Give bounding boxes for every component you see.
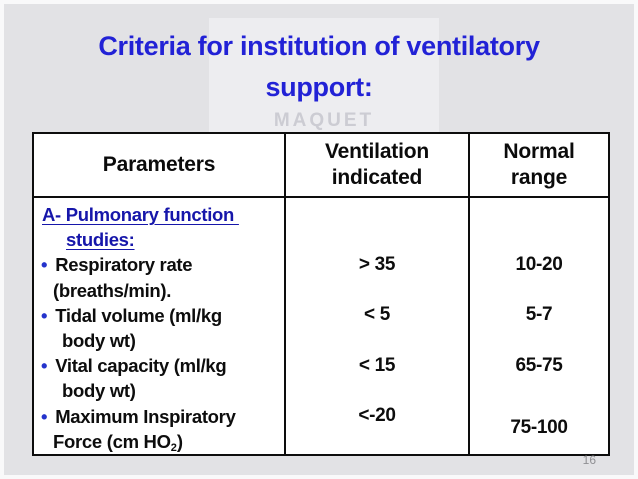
table-body-row: A- Pulmonary function studies: • Respirat… bbox=[34, 198, 608, 454]
bullet-icon: • bbox=[41, 405, 48, 427]
ventilation-value-tidal-volume: < 5 bbox=[363, 304, 391, 326]
param-vital-capacity-line2: body wt) bbox=[62, 380, 136, 402]
normal-range-respiratory-rate: 10-20 bbox=[515, 254, 563, 275]
criteria-table: Parameters Ventilation indicated Normal … bbox=[32, 132, 610, 456]
bullet-icon: • bbox=[41, 304, 48, 326]
normal-range-max-inspiratory: 75-100 bbox=[510, 417, 568, 439]
param-respiratory-rate-text: Respiratory rate bbox=[55, 254, 193, 276]
param-max-inspiratory-text: Maximum Inspiratory bbox=[55, 405, 236, 427]
header-cell-ventilation-indicated: Ventilation indicated bbox=[286, 134, 470, 196]
table-header-row: Parameters Ventilation indicated Normal … bbox=[34, 134, 608, 198]
param-respiratory-rate-line2: (breaths/min). bbox=[53, 279, 172, 301]
ventilation-value-max-inspiratory: <-20 bbox=[358, 405, 396, 427]
param-tidal-volume-line2: body wt) bbox=[62, 329, 136, 351]
maquet-watermark-text: MAQUET bbox=[273, 110, 375, 131]
header-cell-normal-range: Normal range bbox=[470, 134, 608, 196]
header-parameters-label: Parameters bbox=[102, 153, 216, 176]
header-normal-range-label: Normal range bbox=[503, 140, 575, 189]
param-vital-capacity-text: Vital capacity (ml/kg bbox=[55, 355, 227, 377]
header-ventilation-label: Ventilation indicated bbox=[325, 140, 429, 189]
normal-range-column: 10-20 5-7 65-75 75-100 bbox=[470, 198, 608, 454]
parameters-column: A- Pulmonary function studies: • Respirat… bbox=[34, 198, 286, 454]
ventilation-indicated-column: > 35 < 5 < 15 <-20 bbox=[286, 198, 470, 454]
bullet-icon: • bbox=[41, 254, 48, 276]
ventilation-value-vital-capacity: < 15 bbox=[358, 354, 396, 376]
slide-title: Criteria for institution of ventilatory … bbox=[4, 26, 634, 108]
param-vital-capacity-line1: • Vital capacity (ml/kg bbox=[34, 353, 284, 378]
section-heading-line2: studies: bbox=[66, 229, 135, 251]
force-text-prefix: Force (cm HO bbox=[53, 430, 171, 452]
param-max-inspiratory-line1: • Maximum Inspiratory bbox=[34, 404, 284, 429]
force-subscript: 2 bbox=[170, 441, 177, 454]
param-tidal-volume-text: Tidal volume (ml/kg bbox=[55, 304, 222, 326]
slide-title-line1: Criteria for institution of ventilatory bbox=[98, 31, 540, 61]
header-cell-parameters: Parameters bbox=[34, 134, 286, 196]
section-heading-line1: A- Pulmonary function bbox=[42, 204, 239, 225]
param-respiratory-rate-line1: • Respiratory rate bbox=[34, 252, 284, 277]
param-max-inspiratory-line2: Force (cm HO2) bbox=[34, 429, 284, 454]
slide-title-line2: support: bbox=[265, 72, 373, 102]
normal-range-tidal-volume: 5-7 bbox=[525, 304, 553, 326]
normal-range-vital-capacity: 65-75 bbox=[515, 354, 563, 376]
param-tidal-volume-line1: • Tidal volume (ml/kg bbox=[34, 303, 284, 328]
bullet-icon: • bbox=[41, 355, 48, 377]
force-text-suffix: ) bbox=[176, 430, 183, 452]
page-number: 16 bbox=[582, 453, 596, 467]
ventilation-value-respiratory-rate: > 35 bbox=[358, 254, 396, 275]
